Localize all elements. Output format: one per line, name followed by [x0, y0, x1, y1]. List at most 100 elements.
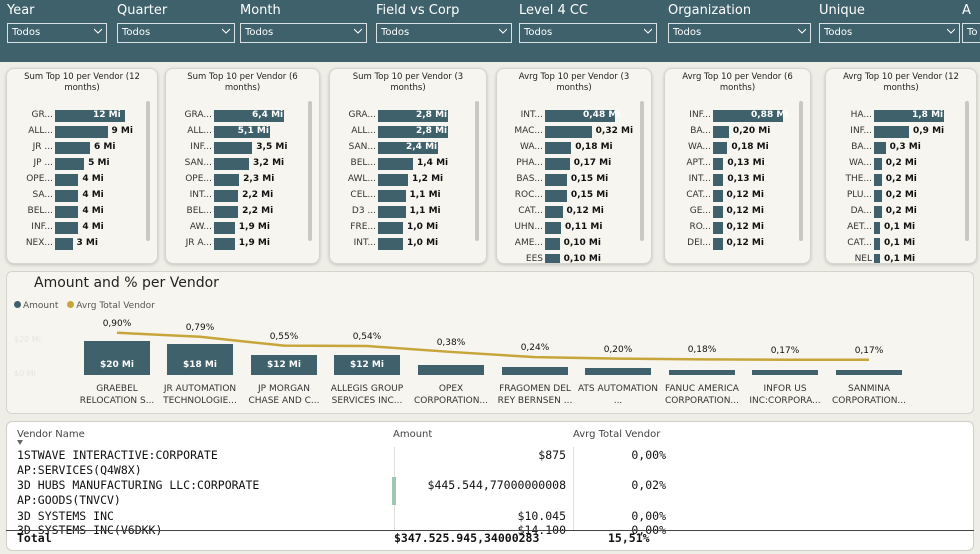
- scrollbar[interactable]: [308, 101, 312, 241]
- filter-dropdown[interactable]: To: [962, 23, 980, 43]
- amount-bar[interactable]: [418, 364, 484, 375]
- filter-dropdown[interactable]: Todos: [376, 23, 512, 43]
- bar-row[interactable]: RO... 0,12 Mi: [665, 221, 810, 235]
- bar[interactable]: [378, 206, 406, 218]
- bar[interactable]: [55, 222, 79, 234]
- bar[interactable]: [713, 110, 783, 122]
- bar[interactable]: [545, 110, 615, 122]
- bar[interactable]: [55, 142, 90, 154]
- bar-row[interactable]: NEL 0,1 Mi: [826, 253, 976, 263]
- bar-row[interactable]: DEI... 0,12 Mi: [665, 237, 810, 251]
- bar-row[interactable]: AW... 1,9 Mi: [166, 221, 319, 235]
- bar-row[interactable]: ALL... 5,1 Mi: [166, 125, 319, 139]
- bar-row[interactable]: D3 ... 1,1 Mi: [330, 205, 486, 219]
- sort-icon[interactable]: [17, 440, 23, 445]
- bar[interactable]: [55, 190, 79, 202]
- filter-dropdown[interactable]: Todos: [668, 23, 811, 43]
- bar-row[interactable]: AET... 0,1 Mi: [826, 221, 976, 235]
- bar-row[interactable]: GR... 12 Mi: [7, 109, 157, 123]
- bar-row[interactable]: CAT... 0,12 Mi: [665, 189, 810, 203]
- bar[interactable]: [874, 142, 886, 154]
- amount-bar[interactable]: [502, 366, 568, 375]
- bar[interactable]: [55, 110, 125, 122]
- bar-row[interactable]: JR A... 1,9 Mi: [166, 237, 319, 251]
- filter-dropdown[interactable]: Todos: [240, 23, 367, 43]
- bar-row[interactable]: BEL... 1,4 Mi: [330, 157, 486, 171]
- amount-bar[interactable]: [836, 369, 902, 375]
- bar-row[interactable]: OPE... 4 Mi: [7, 173, 157, 187]
- bar[interactable]: [55, 158, 85, 170]
- bar[interactable]: [713, 126, 729, 138]
- bar[interactable]: [214, 110, 284, 122]
- filter-dropdown[interactable]: Todos: [819, 23, 960, 43]
- bar-row[interactable]: AME... 0,10 Mi: [497, 237, 651, 251]
- amount-bar[interactable]: [752, 369, 818, 375]
- bar[interactable]: [545, 206, 563, 218]
- bar-row[interactable]: INT... 2,2 Mi: [166, 189, 319, 203]
- bar-row[interactable]: HA... 1,8 Mi: [826, 109, 976, 123]
- bar[interactable]: [378, 190, 406, 202]
- col-header-amount[interactable]: Amount: [393, 429, 433, 440]
- bar[interactable]: [378, 222, 403, 234]
- bar-row[interactable]: CEL... 1,1 Mi: [330, 189, 486, 203]
- bar[interactable]: [214, 142, 253, 154]
- bar-row[interactable]: ALL... 2,8 Mi: [330, 125, 486, 139]
- bar-row[interactable]: FRE... 1,0 Mi: [330, 221, 486, 235]
- bar[interactable]: [713, 206, 723, 218]
- bar[interactable]: [545, 254, 560, 263]
- bar-row[interactable]: INF... 4 Mi: [7, 221, 157, 235]
- bar[interactable]: [214, 238, 235, 250]
- bar[interactable]: [874, 254, 880, 263]
- bar-row[interactable]: SAN... 3,2 Mi: [166, 157, 319, 171]
- bar[interactable]: [874, 206, 882, 218]
- bar-row[interactable]: GRA... 2,8 Mi: [330, 109, 486, 123]
- bar-row[interactable]: UHN... 0,11 Mi: [497, 221, 651, 235]
- bar-row[interactable]: EES 0,10 Mi: [497, 253, 651, 263]
- bar-row[interactable]: WA... 0,2 Mi: [826, 157, 976, 171]
- filter-dropdown[interactable]: Todos: [519, 23, 657, 43]
- bar-row[interactable]: AWL... 1,2 Mi: [330, 173, 486, 187]
- bar[interactable]: [874, 222, 880, 234]
- bar[interactable]: [545, 142, 572, 154]
- scrollbar[interactable]: [965, 101, 969, 241]
- bar-row[interactable]: BAS... 0,15 Mi: [497, 173, 651, 187]
- bar-row[interactable]: OPE... 2,3 Mi: [166, 173, 319, 187]
- bar-row[interactable]: BA... 0,20 Mi: [665, 125, 810, 139]
- bar[interactable]: [874, 110, 944, 122]
- scrollbar[interactable]: [799, 101, 803, 241]
- bar-row[interactable]: GRA... 6,4 Mi: [166, 109, 319, 123]
- bar[interactable]: [214, 190, 239, 202]
- bar[interactable]: [713, 238, 723, 250]
- bar-row[interactable]: SA... 4 Mi: [7, 189, 157, 203]
- bar[interactable]: [214, 206, 239, 218]
- scrollbar[interactable]: [146, 101, 150, 241]
- legend-item-avrg[interactable]: Avrg Total Vendor: [67, 301, 155, 311]
- bar-row[interactable]: THE... 0,2 Mi: [826, 173, 976, 187]
- bar-row[interactable]: INF... 3,5 Mi: [166, 141, 319, 155]
- filter-dropdown[interactable]: Todos: [117, 23, 235, 43]
- bar-row[interactable]: ALL... 9 Mi: [7, 125, 157, 139]
- bar[interactable]: [545, 126, 592, 138]
- bar[interactable]: [214, 174, 240, 186]
- bar-row[interactable]: INT... 0,48 Mi: [497, 109, 651, 123]
- amount-bar[interactable]: [669, 369, 735, 375]
- bar-row[interactable]: JP ... 5 Mi: [7, 157, 157, 171]
- amount-bar[interactable]: [585, 368, 651, 375]
- bar-row[interactable]: WA... 0,18 Mi: [665, 141, 810, 155]
- bar[interactable]: [713, 222, 723, 234]
- bar-row[interactable]: PHA... 0,17 Mi: [497, 157, 651, 171]
- bar-row[interactable]: JR ... 6 Mi: [7, 141, 157, 155]
- bar[interactable]: [214, 158, 249, 170]
- bar-row[interactable]: INT... 0,13 Mi: [665, 173, 810, 187]
- bar[interactable]: [55, 126, 108, 138]
- bar-row[interactable]: NEX... 3 Mi: [7, 237, 157, 251]
- bar-row[interactable]: BEL... 4 Mi: [7, 205, 157, 219]
- bar[interactable]: [55, 238, 73, 250]
- bar[interactable]: [378, 142, 438, 154]
- bar[interactable]: [214, 126, 270, 138]
- bar-row[interactable]: GE... 0,12 Mi: [665, 205, 810, 219]
- bar[interactable]: [874, 238, 880, 250]
- bar-row[interactable]: WA... 0,18 Mi: [497, 141, 651, 155]
- scrollbar[interactable]: [475, 101, 479, 241]
- bar[interactable]: [713, 158, 724, 170]
